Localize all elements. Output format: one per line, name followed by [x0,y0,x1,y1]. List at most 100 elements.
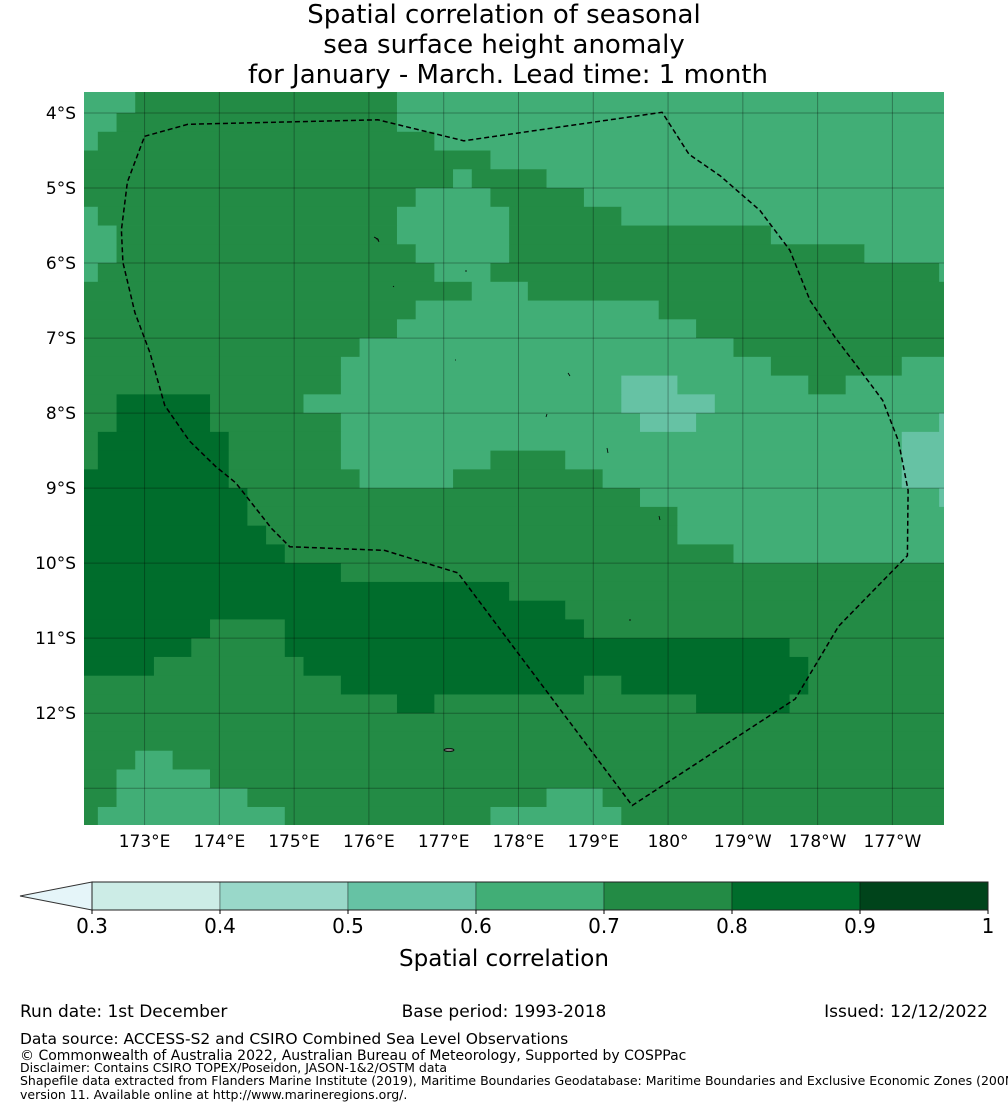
correlation-cell-run [396,225,510,245]
correlation-cell-run [266,525,678,545]
correlation-cell-run [696,413,940,433]
correlation-cell-run [453,469,604,489]
correlation-cell-run [303,656,809,677]
longitude-labels: 173°E 174°E 175°E 176°E 177°E 178°E 179°E 180° 1… [119,832,922,852]
correlation-cell-run [490,188,585,208]
longitude-tick-label: 173°E [119,832,171,852]
colorbar-tick-label: 0.4 [204,914,236,938]
correlation-cell-run [84,225,117,245]
correlation-cell-run [621,206,944,226]
correlation-cell-run [340,563,944,583]
longitude-tick-label: 177°W [864,832,922,852]
colorbar-bin [91,881,221,911]
correlation-cell-run [84,188,417,208]
correlation-cell-run [84,731,944,752]
correlation-cell-run [247,506,678,527]
issued-date: Issued: 12/12/2022 [824,1002,988,1022]
correlation-cell-run [84,450,99,470]
correlation-cell-run [621,375,678,395]
correlation-cell-run [565,450,903,470]
correlation-cell-run [415,188,491,208]
correlation-cell-run [696,319,944,339]
eez-boundary [120,111,909,807]
correlation-cell-run [509,206,622,226]
correlation-cell-run [714,394,944,414]
latitude-tick-label: 4°S [46,104,76,124]
disclaimer: Disclaimer: Contains CSIRO TOPEX/Poseido… [20,1060,447,1075]
correlation-cell-run [210,619,286,639]
colorbar-bin [347,881,477,911]
data-source: Data source: ACCESS-S2 and CSIRO Combine… [20,1030,568,1048]
correlation-cell-run [84,113,117,133]
correlation-cell-run [939,263,944,283]
correlation-cell-run [135,92,398,114]
correlation-cell-run [84,656,155,677]
colorbar-outline [91,881,989,911]
correlation-cell-run [696,694,790,714]
correlation-cell-run [84,375,342,395]
latitude-tick-label: 11°S [35,629,76,649]
correlation-cell-run [621,394,716,414]
correlation-cell-run [845,375,944,395]
correlation-cell-run [901,431,944,452]
colorbar-tick-label: 0.8 [716,914,748,938]
correlation-cell-run [509,225,772,245]
correlation-cell-run [84,300,417,320]
correlation-cell-run [396,113,944,133]
correlation-cell-run [677,525,944,545]
correlation-cell-run [509,581,944,602]
correlation-cell-run [84,769,117,789]
correlation-cell-run [340,450,491,470]
correlation-cell-run [284,806,491,825]
correlation-cell-run [84,619,211,639]
correlation-cell-run [640,413,697,433]
correlation-cell-run [97,263,435,283]
correlation-cell-run [135,750,174,770]
latitude-tick-label: 5°S [46,179,76,199]
longitude-tick-label: 178°E [493,832,545,852]
island [373,236,380,243]
correlation-cell-run [84,506,248,527]
run-date: Run date: 1st December [20,1002,227,1022]
correlation-cell-run [471,281,529,301]
correlation-map [84,92,944,825]
title-line-3: for January - March. Lead time: 1 month [248,60,768,90]
colorbar-tick-label: 0.5 [332,914,364,938]
correlation-cell-run [228,431,342,452]
correlation-cell-run [770,225,944,245]
correlation-cell-run [509,244,865,264]
latitude-tick-label: 10°S [35,554,76,574]
correlation-cell-run [340,675,585,695]
correlation-cell-run [84,394,117,414]
correlation-cell-run [939,413,944,433]
latitude-tick-label: 9°S [46,479,76,499]
correlation-cell-run [116,788,248,808]
correlation-cell-run [153,656,304,677]
correlation-cell-run [84,356,342,376]
latitude-labels: 4°S 5°S 6°S 7°S 8°S 9°S 10°S 11°S 12°S [35,104,76,724]
colorbar-label: Spatial correlation [399,946,609,972]
correlation-cell-run [359,338,734,358]
correlation-cell-run [901,356,944,376]
shapefile-credit-line-2: version 11. Available online at http://w… [20,1087,407,1102]
correlation-cell-run [340,375,622,395]
correlation-cell-run [490,806,622,825]
correlation-cell-run [901,450,944,470]
correlation-cells [84,92,944,825]
correlation-cell-run [340,356,772,376]
correlation-cell-run [583,619,944,639]
correlation-cell-run [84,581,510,602]
correlation-cell-run [228,469,360,489]
correlation-cell-run [247,788,547,808]
correlation-cell-run [84,263,99,283]
correlation-cell-run [396,92,944,114]
correlation-cell-run [84,206,99,226]
correlation-cell-run [621,675,809,695]
correlation-cell-run [84,544,286,564]
colorbar-tick-label: 0.6 [460,914,492,938]
longitude-tick-label: 177°E [418,832,470,852]
correlation-cell-run [434,131,944,151]
correlation-cell-run [770,356,903,376]
correlation-cell-run [602,788,944,808]
correlation-cell-run [789,694,944,714]
